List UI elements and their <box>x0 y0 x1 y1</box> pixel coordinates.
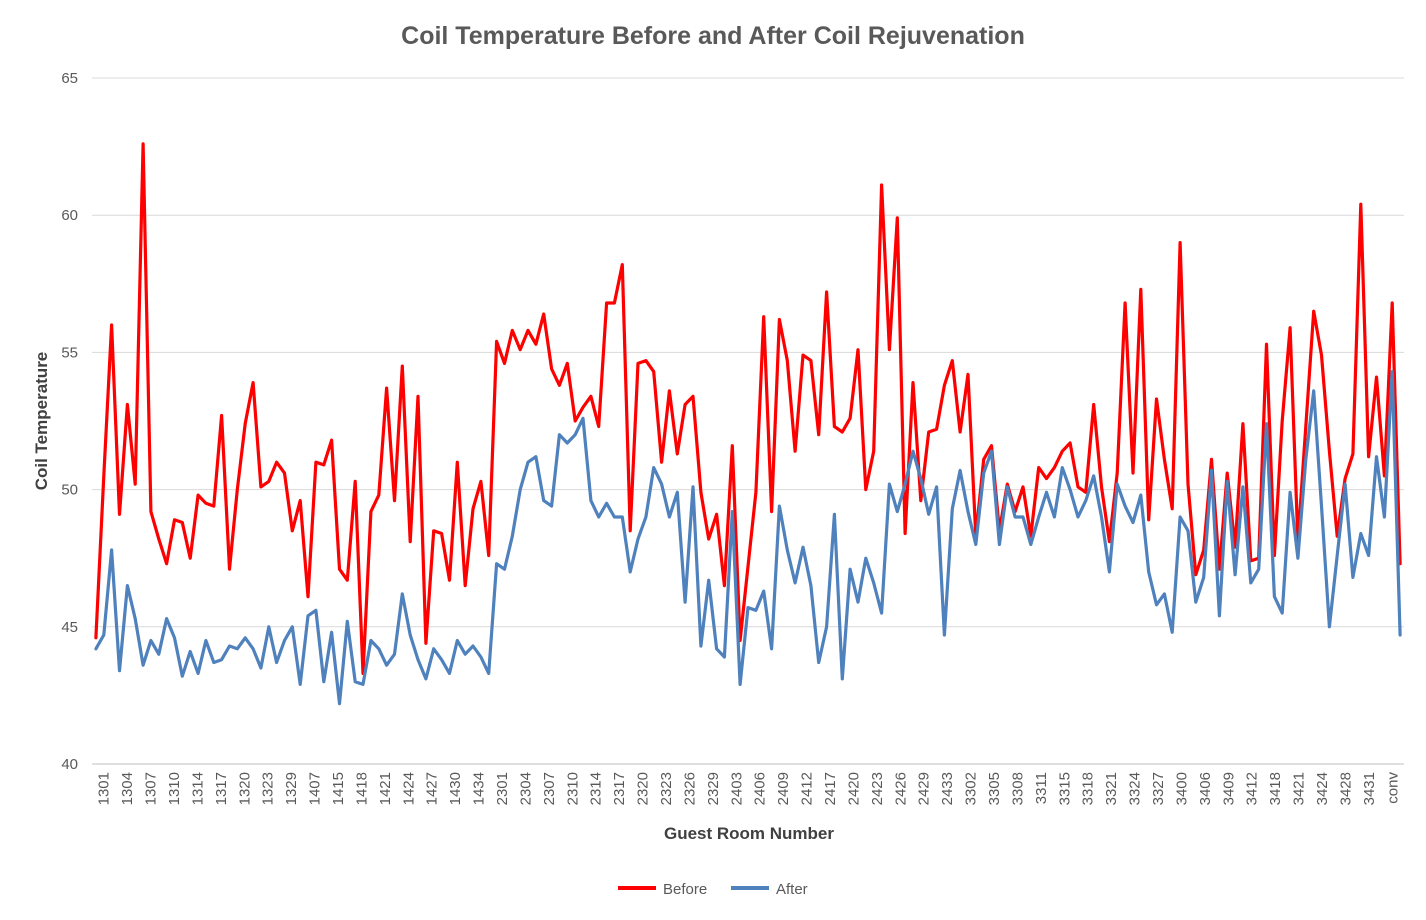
x-tick-label: 3311 <box>1033 772 1050 804</box>
x-tick-label: 2412 <box>799 772 816 805</box>
x-tick-label: 2423 <box>869 772 886 805</box>
x-tick-label: 3324 <box>1127 772 1144 805</box>
y-tick-label: 40 <box>61 756 78 773</box>
x-tick-label: 3315 <box>1056 772 1073 805</box>
x-tick-label: 2326 <box>681 772 698 805</box>
x-tick-label: 1317 <box>213 772 230 805</box>
x-tick-label: 3409 <box>1220 772 1237 805</box>
x-tick-label: 2317 <box>611 772 628 805</box>
x-tick-label: 3327 <box>1150 772 1167 805</box>
x-axis-title: Guest Room Number <box>664 824 834 843</box>
x-tick-label: 2409 <box>775 772 792 805</box>
x-tick-label: 3308 <box>1009 772 1026 805</box>
x-tick-label: 2429 <box>916 772 933 805</box>
x-tick-label: 2426 <box>892 772 909 805</box>
x-tick-label: 2417 <box>822 772 839 805</box>
x-tick-label: 3305 <box>986 772 1003 805</box>
y-tick-label: 60 <box>61 207 78 224</box>
x-tick-label: 3424 <box>1314 772 1331 805</box>
x-tick-label: 2307 <box>541 772 558 805</box>
y-tick-label: 50 <box>61 482 78 499</box>
x-tick-label: 3418 <box>1267 772 1284 805</box>
x-tick-label: 1320 <box>236 772 253 805</box>
x-tick-label: 1407 <box>307 772 324 805</box>
y-tick-label: 55 <box>61 344 78 361</box>
x-tick-label: 2304 <box>517 772 534 805</box>
x-tick-label: 3318 <box>1080 772 1097 805</box>
x-tick-label: 1421 <box>377 772 394 805</box>
x-tick-label: 1314 <box>189 772 206 805</box>
x-tick-label: 2406 <box>752 772 769 805</box>
x-tick-label: 2301 <box>494 772 511 805</box>
x-tick-label: 3431 <box>1361 772 1378 805</box>
x-tick-label: 2403 <box>728 772 745 805</box>
x-axis-ticks: 1301 1304 1307 1310 1314 1317 1320 1323 1329 1407… <box>96 772 1402 806</box>
y-tick-label: 45 <box>61 619 78 636</box>
x-tick-label: 2310 <box>564 772 581 805</box>
legend-label-before: Before <box>663 881 707 898</box>
x-tick-label: 1434 <box>471 772 488 805</box>
x-tick-label: 3428 <box>1337 772 1354 805</box>
x-tick-label: 2314 <box>588 772 605 805</box>
x-tick-label: 1307 <box>143 772 160 805</box>
x-tick-label: 1427 <box>424 772 441 805</box>
legend-label-after: After <box>776 881 808 898</box>
chart-title: Coil Temperature Before and After Coil R… <box>401 22 1025 50</box>
x-tick-label: 1301 <box>96 772 113 805</box>
legend: Before After <box>618 881 808 898</box>
x-tick-label: 1430 <box>447 772 464 805</box>
series-line-after <box>94 370 1402 706</box>
x-tick-label: 1310 <box>166 772 183 805</box>
x-tick-label: 1418 <box>353 772 370 805</box>
x-tick-label: 3400 <box>1173 772 1190 805</box>
x-tick-label: 3302 <box>963 772 980 805</box>
x-tick-label: 2320 <box>635 772 652 805</box>
y-axis-title: Coil Temperature <box>32 352 51 491</box>
x-tick-label: 2323 <box>658 772 675 805</box>
x-tick-label: 1329 <box>283 772 300 805</box>
x-tick-label: 3421 <box>1291 772 1308 805</box>
x-tick-label: 3406 <box>1197 772 1214 805</box>
x-tick-label: 2433 <box>939 772 956 805</box>
x-tick-label: 2329 <box>705 772 722 805</box>
x-tick-label: 3412 <box>1244 772 1261 805</box>
y-axis-ticks: 40 45 50 55 60 65 <box>61 70 78 773</box>
series-lines <box>94 142 1402 706</box>
x-tick-label: 1323 <box>260 772 277 805</box>
gridlines <box>92 77 1404 765</box>
y-tick-label: 65 <box>61 70 78 87</box>
x-tick-label: 1304 <box>119 772 136 805</box>
x-tick-label: 3321 <box>1103 772 1120 805</box>
x-tick-label: 1415 <box>330 772 347 805</box>
series-line-before <box>94 142 1402 676</box>
x-tick-label: conv <box>1384 772 1401 804</box>
x-tick-label: 1424 <box>400 772 417 805</box>
x-tick-label: 2420 <box>845 772 862 805</box>
